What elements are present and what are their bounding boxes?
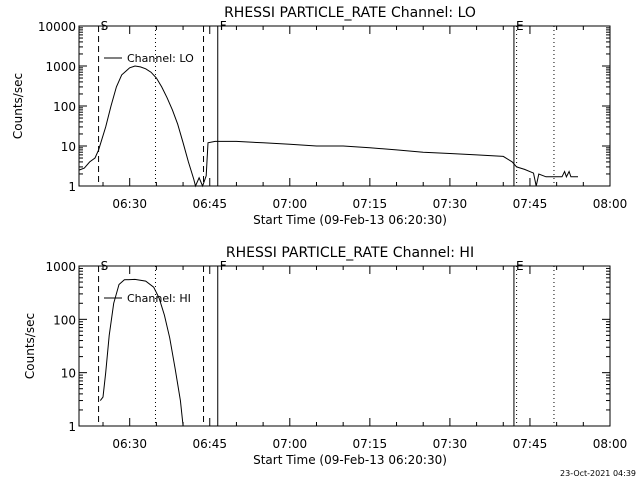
x-tick-label: 07:00 xyxy=(273,197,308,211)
x-tick-label: 06:30 xyxy=(112,437,147,451)
y-tick-label: 1000 xyxy=(45,260,76,274)
series-line-channel-hi xyxy=(99,278,184,427)
legend-hi: Channel: HI xyxy=(104,292,191,305)
marker-label-s: S xyxy=(101,19,109,33)
x-tick-label: 07:30 xyxy=(433,437,468,451)
x-tick-label: 07:45 xyxy=(513,437,548,451)
x-tick-label: 08:00 xyxy=(593,437,628,451)
x-tick-label: 06:45 xyxy=(192,437,227,451)
legend-label-lo: Channel: LO xyxy=(127,52,194,65)
x-tick-label: 07:15 xyxy=(353,437,388,451)
plot-frame-hi xyxy=(78,265,611,427)
x-tick-label: 07:30 xyxy=(433,197,468,211)
y-axis-label-hi: Counts/sec xyxy=(23,313,37,379)
y-tick-label: 10000 xyxy=(38,20,76,34)
x-tick-label: 06:30 xyxy=(112,197,147,211)
panel-lo: RHESSI PARTICLE_RATE Channel: LO S F E 06:… xyxy=(11,5,627,227)
x-tick-label: 08:00 xyxy=(593,197,628,211)
chart-title-hi: RHESSI PARTICLE_RATE Channel: HI xyxy=(226,245,474,261)
marker-label-s: S xyxy=(101,259,109,273)
x-tick-label: 07:00 xyxy=(273,437,308,451)
chart-title-lo: RHESSI PARTICLE_RATE Channel: LO xyxy=(224,5,476,21)
footer-timestamp: 23-Oct-2021 04:39 xyxy=(560,469,636,478)
y-tick-label: 100 xyxy=(53,313,76,327)
y-axis-label-lo: Counts/sec xyxy=(11,73,25,139)
y-tick-label: 10 xyxy=(61,140,76,154)
marker-label-f: F xyxy=(220,19,227,33)
legend-label-hi: Channel: HI xyxy=(127,292,191,305)
x-axis-label-hi: Start Time (09-Feb-13 06:20:30) xyxy=(253,453,447,467)
x-tick-label: 07:15 xyxy=(353,197,388,211)
marker-label-f: F xyxy=(220,259,227,273)
marker-label-e: E xyxy=(516,19,524,33)
y-tick-label: 10 xyxy=(61,367,76,381)
marker-label-e: E xyxy=(516,259,524,273)
y-tick-label: 1000 xyxy=(45,60,76,74)
axes-lo: 06:30 06:45 07:00 07:15 07:30 07:45 08:00 1 10 10… xyxy=(38,20,627,211)
x-tick-label: 06:45 xyxy=(192,197,227,211)
x-axis-label-lo: Start Time (09-Feb-13 06:20:30) xyxy=(253,213,447,227)
y-tick-label: 100 xyxy=(53,100,76,114)
x-tick-label: 07:45 xyxy=(513,197,548,211)
y-tick-label: 1 xyxy=(68,420,76,434)
panel-hi: RHESSI PARTICLE_RATE Channel: HI S F E 06:… xyxy=(23,245,627,467)
axes-hi: 06:30 06:45 07:00 07:15 07:30 07:45 08:00 1 10 10… xyxy=(45,260,627,451)
plot-frame-lo xyxy=(78,25,611,187)
y-tick-label: 1 xyxy=(68,180,76,194)
legend-lo: Channel: LO xyxy=(104,52,194,65)
series-line-channel-lo xyxy=(78,65,578,188)
